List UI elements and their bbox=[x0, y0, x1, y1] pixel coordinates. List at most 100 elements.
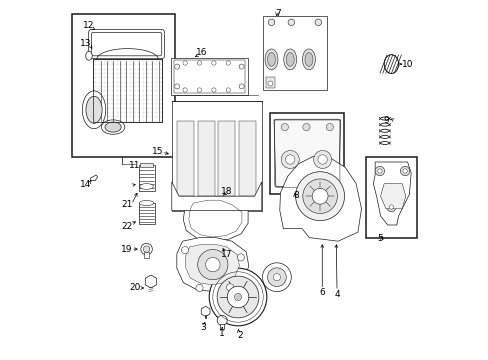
Circle shape bbox=[388, 205, 393, 209]
Bar bbox=[262, 16, 326, 90]
Polygon shape bbox=[279, 157, 361, 241]
Ellipse shape bbox=[285, 53, 294, 66]
Circle shape bbox=[174, 84, 179, 89]
Circle shape bbox=[386, 202, 395, 212]
Text: 11: 11 bbox=[129, 161, 140, 170]
Text: 3: 3 bbox=[200, 323, 205, 332]
Text: 22: 22 bbox=[121, 222, 132, 231]
Text: 13: 13 bbox=[80, 39, 91, 48]
Text: 16: 16 bbox=[196, 48, 207, 57]
Bar bbox=[139, 165, 154, 191]
Circle shape bbox=[217, 315, 227, 325]
Circle shape bbox=[402, 169, 407, 173]
Bar bbox=[93, 59, 162, 122]
Text: 20: 20 bbox=[129, 284, 141, 292]
Bar bbox=[366, 157, 416, 238]
Circle shape bbox=[239, 64, 244, 69]
Circle shape bbox=[183, 88, 187, 92]
Circle shape bbox=[225, 88, 230, 92]
Ellipse shape bbox=[283, 49, 296, 70]
Circle shape bbox=[211, 88, 216, 92]
Circle shape bbox=[197, 88, 201, 92]
Bar bbox=[173, 60, 244, 93]
Circle shape bbox=[317, 155, 326, 164]
Polygon shape bbox=[380, 184, 405, 209]
Text: 7: 7 bbox=[274, 9, 280, 18]
Circle shape bbox=[217, 276, 258, 318]
Circle shape bbox=[302, 123, 309, 131]
Bar bbox=[270, 113, 344, 194]
Bar bbox=[170, 58, 247, 95]
Text: 4: 4 bbox=[333, 289, 339, 299]
Circle shape bbox=[377, 169, 381, 173]
Circle shape bbox=[273, 274, 280, 281]
Ellipse shape bbox=[105, 122, 121, 132]
Polygon shape bbox=[171, 182, 261, 211]
Circle shape bbox=[295, 172, 344, 221]
Ellipse shape bbox=[264, 49, 277, 70]
Circle shape bbox=[141, 243, 152, 255]
Text: 2: 2 bbox=[237, 331, 242, 340]
Circle shape bbox=[227, 286, 248, 308]
Bar bbox=[220, 324, 224, 329]
Circle shape bbox=[143, 246, 149, 252]
Ellipse shape bbox=[82, 91, 105, 129]
Circle shape bbox=[197, 249, 227, 280]
Circle shape bbox=[325, 123, 333, 131]
Circle shape bbox=[239, 84, 244, 89]
Circle shape bbox=[287, 19, 294, 26]
Ellipse shape bbox=[101, 120, 124, 134]
Text: 6: 6 bbox=[319, 288, 325, 297]
Text: 12: 12 bbox=[83, 21, 95, 30]
Text: 1: 1 bbox=[219, 328, 224, 338]
Text: 15: 15 bbox=[151, 148, 163, 157]
Ellipse shape bbox=[139, 201, 153, 206]
Circle shape bbox=[196, 284, 203, 292]
Text: 5: 5 bbox=[377, 234, 383, 243]
Bar bbox=[218, 121, 235, 196]
Bar bbox=[144, 252, 149, 258]
Circle shape bbox=[211, 61, 216, 65]
Circle shape bbox=[267, 81, 272, 86]
Circle shape bbox=[174, 64, 179, 69]
Ellipse shape bbox=[267, 53, 275, 66]
Circle shape bbox=[234, 293, 241, 301]
Ellipse shape bbox=[302, 49, 315, 70]
Circle shape bbox=[205, 257, 220, 272]
Circle shape bbox=[314, 19, 321, 26]
Circle shape bbox=[181, 247, 188, 254]
Text: 17: 17 bbox=[220, 251, 232, 259]
Circle shape bbox=[183, 61, 187, 65]
Circle shape bbox=[311, 188, 327, 204]
Circle shape bbox=[285, 155, 294, 164]
Circle shape bbox=[197, 61, 201, 65]
Ellipse shape bbox=[85, 51, 92, 60]
Polygon shape bbox=[90, 175, 98, 181]
Circle shape bbox=[225, 61, 230, 65]
Circle shape bbox=[302, 179, 337, 213]
Ellipse shape bbox=[384, 55, 398, 73]
Bar bbox=[93, 59, 162, 122]
Bar bbox=[72, 14, 175, 157]
Text: 19: 19 bbox=[121, 245, 133, 253]
Circle shape bbox=[262, 263, 291, 292]
Text: 21: 21 bbox=[121, 200, 132, 209]
Circle shape bbox=[313, 150, 331, 168]
Ellipse shape bbox=[140, 184, 153, 189]
Circle shape bbox=[226, 284, 233, 291]
Circle shape bbox=[267, 268, 285, 287]
Text: 14: 14 bbox=[80, 180, 91, 189]
Bar bbox=[139, 203, 154, 224]
Ellipse shape bbox=[86, 96, 102, 123]
Circle shape bbox=[374, 166, 384, 176]
Bar bbox=[140, 163, 153, 167]
Circle shape bbox=[209, 268, 266, 326]
Polygon shape bbox=[185, 244, 239, 285]
Circle shape bbox=[400, 166, 409, 176]
Text: 18: 18 bbox=[220, 187, 232, 196]
Bar bbox=[171, 101, 261, 211]
Text: 8: 8 bbox=[293, 191, 299, 200]
Bar bbox=[238, 121, 256, 196]
Polygon shape bbox=[177, 238, 248, 292]
FancyBboxPatch shape bbox=[88, 30, 164, 59]
